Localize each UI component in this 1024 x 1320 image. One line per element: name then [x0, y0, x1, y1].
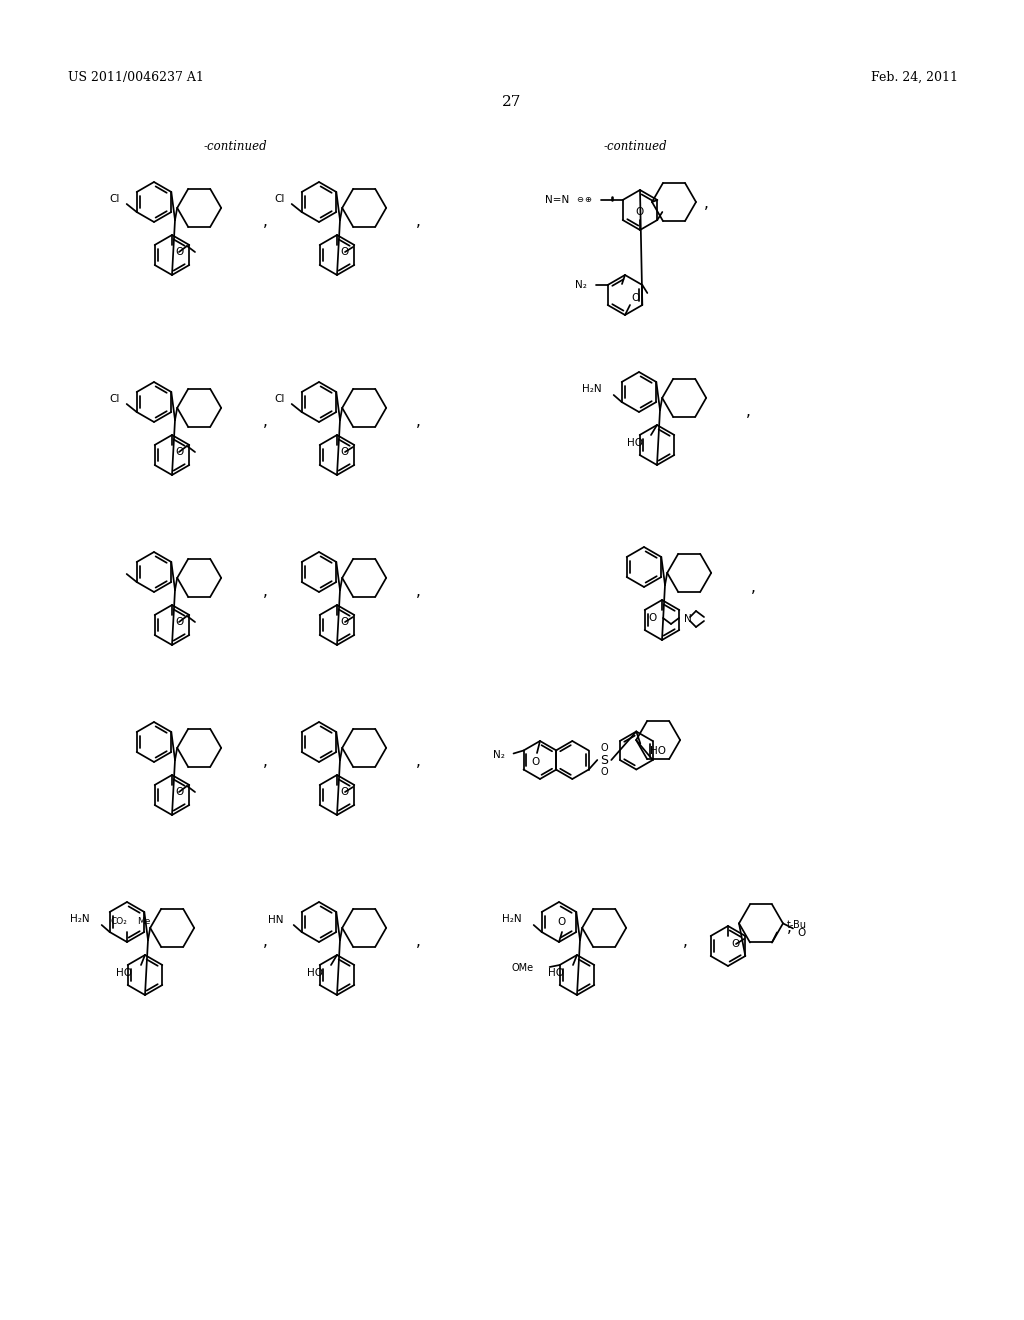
Text: HO: HO — [650, 747, 667, 756]
Text: ,: , — [416, 935, 421, 949]
Text: O: O — [340, 787, 348, 797]
Text: HN: HN — [268, 915, 284, 925]
Text: Cl: Cl — [274, 393, 285, 404]
Text: ,: , — [787, 920, 792, 936]
Text: S: S — [600, 754, 608, 767]
Text: ,: , — [416, 585, 421, 599]
Text: US 2011/0046237 A1: US 2011/0046237 A1 — [68, 70, 204, 83]
Text: HO: HO — [307, 968, 323, 978]
Text: ,: , — [751, 579, 756, 594]
Text: ,: , — [262, 935, 267, 949]
Text: O: O — [631, 293, 639, 304]
Text: O: O — [340, 447, 348, 457]
Text: Feb. 24, 2011: Feb. 24, 2011 — [871, 70, 958, 83]
Text: ,: , — [262, 755, 267, 770]
Text: ,: , — [262, 214, 267, 230]
Text: O: O — [175, 447, 183, 457]
Text: ,: , — [745, 404, 751, 420]
Text: HO: HO — [548, 968, 564, 978]
Text: O: O — [636, 207, 644, 216]
Text: N: N — [684, 614, 692, 624]
Text: N₂: N₂ — [574, 280, 587, 290]
Text: O: O — [558, 917, 566, 927]
Text: t-Bu: t-Bu — [787, 920, 807, 931]
Text: ,: , — [705, 197, 709, 211]
Text: H₂N: H₂N — [582, 384, 602, 393]
Text: O: O — [731, 939, 739, 949]
Text: O: O — [175, 616, 183, 627]
Text: ,: , — [683, 935, 687, 949]
Text: ,: , — [416, 414, 421, 429]
Text: ,: , — [416, 755, 421, 770]
Text: H₂N: H₂N — [70, 913, 90, 924]
Text: Cl: Cl — [110, 393, 120, 404]
Text: H₂N: H₂N — [502, 913, 521, 924]
Text: -continued: -continued — [203, 140, 267, 153]
Text: O: O — [797, 928, 805, 939]
Text: HO: HO — [627, 438, 643, 447]
Text: Cl: Cl — [274, 194, 285, 205]
Text: OMe: OMe — [512, 964, 534, 973]
Text: O: O — [649, 612, 657, 623]
Text: N₂: N₂ — [493, 751, 505, 760]
Text: ⊕: ⊕ — [584, 194, 591, 203]
Text: O: O — [175, 247, 183, 257]
Text: -continued: -continued — [603, 140, 667, 153]
Text: O: O — [340, 247, 348, 257]
Text: ,: , — [416, 214, 421, 230]
Text: Me: Me — [137, 917, 151, 927]
Text: HO: HO — [116, 968, 132, 978]
Text: ,: , — [262, 414, 267, 429]
Text: 27: 27 — [503, 95, 521, 110]
Text: ⊖: ⊖ — [577, 194, 584, 203]
Text: O: O — [175, 787, 183, 797]
Text: O: O — [600, 743, 608, 752]
Text: CO₂: CO₂ — [111, 917, 127, 927]
Text: O: O — [340, 616, 348, 627]
Text: O: O — [600, 767, 608, 777]
Text: O: O — [530, 756, 539, 767]
Text: ,: , — [262, 585, 267, 599]
Text: Cl: Cl — [110, 194, 120, 205]
Text: N=N: N=N — [546, 195, 569, 205]
